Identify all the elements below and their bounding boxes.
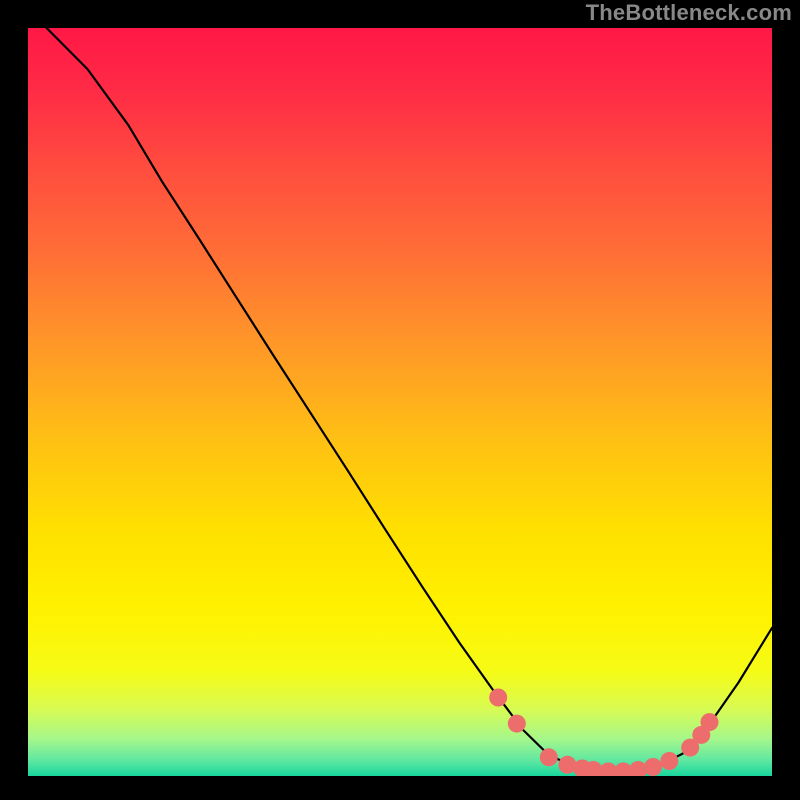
- chart-container: TheBottleneck.com: [0, 0, 800, 800]
- watermark-text: TheBottleneck.com: [586, 0, 792, 26]
- plot-area: [28, 28, 772, 776]
- chart-svg: [28, 28, 772, 776]
